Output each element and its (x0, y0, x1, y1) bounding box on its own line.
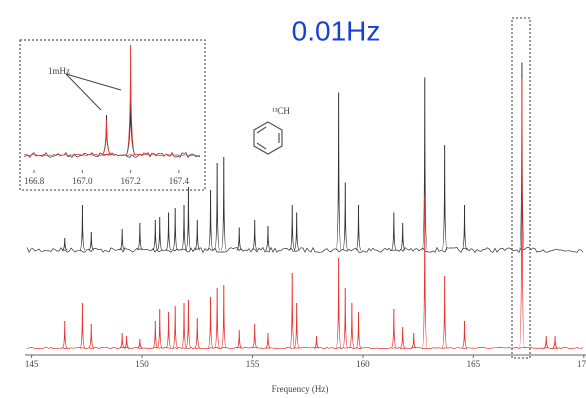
x-tick-label: 150 (135, 359, 149, 369)
x-tick-label: 167.2 (120, 176, 140, 186)
peak (461, 204, 468, 251)
x-tick-label: 170 (577, 359, 586, 369)
inset-annotation: 1mHz (48, 66, 70, 76)
peak (137, 338, 143, 349)
peak (518, 77, 525, 349)
peak (79, 204, 86, 251)
peak (61, 320, 68, 349)
peak (335, 257, 342, 349)
peak (421, 197, 428, 349)
peak (342, 287, 349, 349)
x-tick-label: 155 (246, 359, 260, 369)
peak (207, 189, 214, 251)
peak (236, 227, 242, 251)
x-tick-label: 167.0 (72, 176, 93, 186)
peak (181, 204, 188, 251)
peak (399, 222, 406, 251)
highlight-box (511, 17, 531, 359)
arrow (65, 73, 102, 111)
peak (119, 228, 125, 251)
peak (461, 320, 468, 349)
peak (62, 237, 68, 251)
baseline-noise (26, 346, 584, 350)
molecule (253, 121, 283, 155)
peak (411, 332, 417, 349)
peak (441, 144, 448, 251)
peak (251, 323, 258, 349)
peak (390, 212, 397, 251)
x-tick-label: 166.8 (24, 176, 45, 186)
peak (165, 311, 172, 349)
molecule-label: ¹³CH (272, 106, 290, 116)
peak (289, 272, 296, 349)
peak (265, 332, 271, 349)
x-tick-label: 145 (25, 359, 39, 369)
inset-box (19, 39, 206, 191)
peak (152, 320, 159, 349)
arrow (65, 73, 122, 91)
x-tick-label: 160 (356, 359, 370, 369)
peak (152, 219, 159, 251)
peak (88, 231, 94, 251)
peak (194, 219, 201, 251)
peak (421, 77, 428, 251)
peak (236, 329, 242, 349)
peak (355, 311, 362, 349)
peak (101, 119, 112, 156)
peak (289, 204, 296, 251)
peak (399, 326, 406, 349)
peak (125, 44, 137, 156)
peak (220, 284, 227, 349)
peak (342, 182, 349, 251)
peak (220, 156, 227, 251)
peak (313, 335, 320, 349)
peak (265, 225, 271, 251)
peak (185, 186, 192, 251)
peak (207, 296, 214, 349)
peak (156, 216, 163, 251)
peak (88, 323, 95, 349)
peak (293, 212, 300, 251)
peak (251, 219, 258, 251)
x-axis-label: Frequency (Hz) (272, 384, 329, 394)
peak (552, 335, 558, 349)
peak (181, 302, 188, 349)
peak (156, 308, 163, 349)
peak (119, 332, 125, 349)
peak (79, 302, 86, 349)
x-tick-label: 167.4 (169, 176, 190, 186)
baseline-noise (26, 246, 584, 254)
peak (293, 302, 300, 349)
baseline-noise (23, 153, 201, 157)
peak (518, 62, 525, 251)
peak (172, 207, 179, 251)
peak (172, 305, 179, 349)
peak (335, 92, 342, 251)
peak (543, 335, 549, 349)
chart-title: 0.01Hz (292, 15, 381, 46)
peak (355, 204, 362, 251)
peak (194, 317, 201, 349)
peak (137, 222, 143, 251)
peak (123, 335, 130, 349)
peak (390, 308, 397, 349)
peak (348, 302, 355, 349)
x-tick-label: 165 (467, 359, 481, 369)
peak (441, 275, 448, 349)
peak (185, 299, 192, 349)
peak (214, 287, 221, 349)
peak (165, 212, 172, 251)
peak (214, 162, 221, 251)
